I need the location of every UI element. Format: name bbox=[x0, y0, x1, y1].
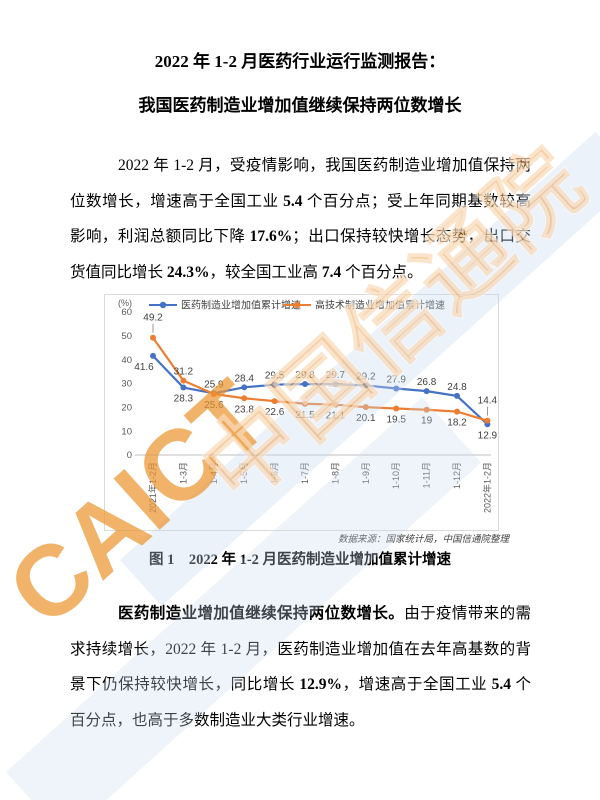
svg-text:49.2: 49.2 bbox=[143, 313, 163, 324]
svg-text:29.2: 29.2 bbox=[356, 371, 376, 382]
svg-text:25.9: 25.9 bbox=[204, 379, 224, 390]
svg-text:30: 30 bbox=[121, 379, 132, 390]
report-title-line2: 我国医药制造业增加值继续保持两位数增长 bbox=[138, 96, 462, 115]
svg-text:60: 60 bbox=[121, 307, 132, 318]
svg-text:22.6: 22.6 bbox=[265, 407, 285, 418]
svg-text:1-11月: 1-11月 bbox=[422, 462, 432, 488]
svg-text:1-7月: 1-7月 bbox=[300, 462, 310, 484]
svg-text:1-5月: 1-5月 bbox=[239, 462, 249, 484]
svg-text:1-6月: 1-6月 bbox=[270, 462, 280, 484]
figure-1-caption: 图 1 2022 年 1-2 月医药制造业增加值累计增速 bbox=[148, 552, 452, 568]
svg-text:14.4: 14.4 bbox=[478, 396, 498, 407]
page-content: 2022 年 1-2 月医药行业运行监测报告： 我国医药制造业增加值继续保持两位… bbox=[0, 50, 600, 738]
svg-text:29.5: 29.5 bbox=[265, 371, 285, 382]
svg-text:50: 50 bbox=[121, 331, 132, 342]
svg-text:19: 19 bbox=[421, 416, 433, 427]
svg-text:医药制造业增加值累计增速: 医药制造业增加值累计增速 bbox=[181, 299, 301, 312]
svg-text:21.5: 21.5 bbox=[295, 410, 315, 421]
svg-text:1-3月: 1-3月 bbox=[178, 462, 188, 484]
svg-text:2022年1-2月: 2022年1-2月 bbox=[481, 462, 492, 513]
svg-text:21.1: 21.1 bbox=[326, 411, 346, 422]
report-title-line1: 2022 年 1-2 月医药行业运行监测报告： bbox=[154, 52, 446, 71]
svg-text:41.6: 41.6 bbox=[134, 362, 154, 373]
svg-text:20: 20 bbox=[121, 403, 132, 414]
figure-1-line-chart: (%) 0 10 20 30 40 50 60 2021年1-2月 1-3月 1-4月 1-5月 1-6… bbox=[105, 295, 498, 533]
svg-text:29.8: 29.8 bbox=[295, 370, 315, 381]
svg-text:2021年1-2月: 2021年1-2月 bbox=[147, 462, 158, 513]
svg-text:19.5: 19.5 bbox=[386, 415, 406, 426]
svg-text:27.9: 27.9 bbox=[386, 375, 406, 386]
svg-text:25.6: 25.6 bbox=[204, 400, 224, 411]
svg-text:18.2: 18.2 bbox=[447, 418, 467, 429]
svg-text:(%): (%) bbox=[118, 298, 132, 308]
data-source-note: 数据来源：国家统计局，中国信通院整理 bbox=[337, 535, 509, 545]
svg-text:1-10月: 1-10月 bbox=[391, 462, 401, 489]
svg-text:高技术制造业增加值累计增速: 高技术制造业增加值累计增速 bbox=[315, 299, 445, 312]
svg-text:12.9: 12.9 bbox=[478, 430, 498, 441]
svg-text:10: 10 bbox=[121, 426, 132, 437]
svg-text:0: 0 bbox=[127, 450, 132, 461]
svg-text:29.7: 29.7 bbox=[326, 370, 346, 381]
svg-text:26.8: 26.8 bbox=[417, 377, 437, 388]
svg-text:28.4: 28.4 bbox=[234, 373, 254, 384]
figure-1: (%) 0 10 20 30 40 50 60 2021年1-2月 1-3月 1-4月 1-5月 1-6… bbox=[104, 294, 499, 531]
paragraph-2: 医药制造业增加值继续保持两位数增长。由于疫情带来的需求持续增长，2022 年 1… bbox=[70, 605, 531, 729]
svg-text:31.2: 31.2 bbox=[174, 367, 194, 378]
svg-text:20.1: 20.1 bbox=[356, 413, 376, 424]
svg-text:1-12月: 1-12月 bbox=[452, 462, 462, 489]
svg-text:1-4月: 1-4月 bbox=[209, 462, 219, 484]
svg-text:40: 40 bbox=[121, 355, 132, 366]
svg-text:23.8: 23.8 bbox=[234, 404, 254, 415]
svg-text:1-8月: 1-8月 bbox=[330, 462, 340, 484]
svg-text:1-9月: 1-9月 bbox=[361, 462, 371, 484]
paragraph-1: 2022 年 1-2 月，受疫情影响，我国医药制造业增加值保持两位数增长，增速高… bbox=[70, 157, 531, 281]
svg-text:28.3: 28.3 bbox=[174, 394, 194, 405]
svg-text:24.8: 24.8 bbox=[447, 382, 467, 393]
